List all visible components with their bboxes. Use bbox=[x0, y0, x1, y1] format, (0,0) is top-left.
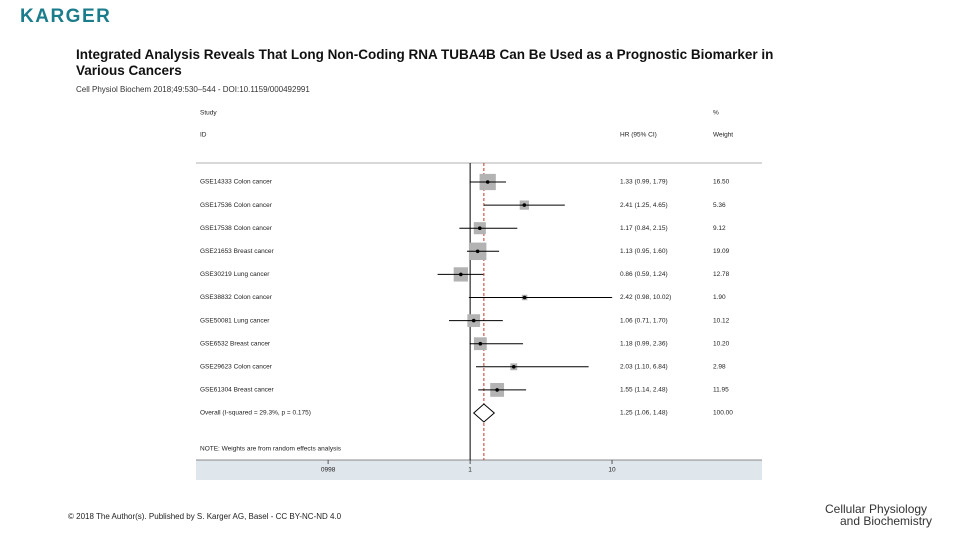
study-label: GSE50081 Lung cancer bbox=[200, 317, 270, 324]
study-label: GSE6532 Breast cancer bbox=[200, 340, 271, 347]
point bbox=[522, 295, 527, 300]
hr-label: 1.17 (0.84, 2.15) bbox=[620, 225, 668, 232]
study-label: GSE30219 Lung cancer bbox=[200, 271, 270, 278]
point bbox=[478, 341, 483, 346]
x-tick-label: 0998 bbox=[321, 467, 336, 474]
copyright: © 2018 The Author(s). Published by S. Ka… bbox=[68, 512, 342, 521]
journal: Cellular Physiology bbox=[825, 502, 927, 516]
hr-label: 2.03 (1.10, 6.84) bbox=[620, 364, 668, 371]
study-label: GSE29623 Colon cancer bbox=[200, 364, 273, 371]
point bbox=[471, 318, 476, 323]
hr-label: 1.33 (0.99, 1.79) bbox=[620, 179, 668, 186]
citation: Cell Physiol Biochem 2018;49:530–544 - D… bbox=[76, 85, 310, 94]
note: NOTE: Weights are from random effects an… bbox=[200, 446, 342, 453]
title: Integrated Analysis Reveals That Long No… bbox=[76, 47, 773, 78]
journal: and Biochemistry bbox=[840, 514, 932, 528]
point bbox=[459, 272, 463, 277]
hr-label: 1.25 (1.06, 1.48) bbox=[620, 410, 668, 417]
overall-diamond bbox=[472, 403, 496, 423]
x-tick-label: 10 bbox=[608, 467, 616, 474]
overall-label: Overall (I-squared = 29.3%, p = 0.175) bbox=[200, 410, 311, 417]
study-label: GSE21653 Breast cancer bbox=[200, 248, 275, 255]
hr-label: 1.18 (0.99, 2.36) bbox=[620, 340, 668, 347]
weight-label: 100.00 bbox=[713, 410, 733, 417]
hr-label: 2.42 (0.98, 10.02) bbox=[620, 294, 671, 301]
weight-label: 11.95 bbox=[713, 387, 729, 394]
hr-label: 2.41 (1.25, 4.65) bbox=[620, 202, 668, 209]
hr-label: 1.55 (1.14, 2.48) bbox=[620, 387, 668, 394]
point bbox=[495, 388, 499, 392]
point bbox=[522, 203, 527, 207]
col-header: ID bbox=[200, 132, 207, 139]
weight-label: 5.36 bbox=[713, 202, 726, 209]
logo: KARGER bbox=[20, 6, 111, 27]
weight-label: 10.20 bbox=[713, 340, 730, 347]
col-header: % bbox=[713, 110, 719, 117]
point bbox=[485, 180, 490, 184]
weight-label: 19.09 bbox=[713, 248, 730, 255]
weight-label: 1.90 bbox=[713, 294, 726, 301]
weight-label: 2.98 bbox=[713, 364, 726, 371]
hr-label: 0.86 (0.59, 1.24) bbox=[620, 271, 668, 278]
hr-label: 1.06 (0.71, 1.70) bbox=[620, 317, 668, 324]
col-header: Weight bbox=[713, 132, 733, 139]
col-header: Study bbox=[200, 110, 217, 117]
hr-label: 1.13 (0.95, 1.60) bbox=[620, 248, 668, 255]
axis-band bbox=[196, 460, 762, 480]
study-label: GSE17536 Colon cancer bbox=[200, 202, 273, 209]
point bbox=[475, 249, 480, 254]
study-label: GSE38832 Colon cancer bbox=[200, 294, 273, 301]
weight-label: 16.50 bbox=[713, 179, 730, 186]
point bbox=[478, 226, 482, 230]
col-header: HR (95% CI) bbox=[620, 132, 657, 139]
x-tick-label: 1 bbox=[468, 467, 472, 474]
point bbox=[511, 365, 516, 369]
study-label: GSE14333 Colon cancer bbox=[200, 179, 273, 186]
weight-label: 10.12 bbox=[713, 317, 730, 324]
study-label: GSE17538 Colon cancer bbox=[200, 225, 273, 232]
weight-label: 12.78 bbox=[713, 271, 730, 278]
weight-label: 9.12 bbox=[713, 225, 726, 232]
study-label: GSE61304 Breast cancer bbox=[200, 387, 275, 394]
plot-panel bbox=[196, 100, 762, 480]
